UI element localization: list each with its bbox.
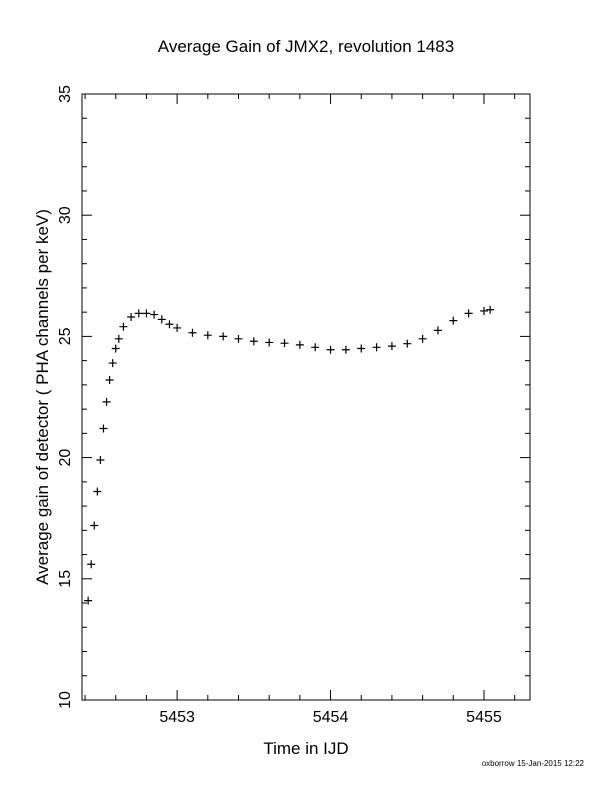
y-tick-label: 30 [57, 206, 74, 224]
data-point [150, 310, 159, 319]
footer-stamp: oxborrow 15-Jan-2015 12:22 [481, 759, 584, 768]
y-tick-label: 25 [57, 327, 74, 345]
data-point [188, 328, 197, 337]
data-point [157, 315, 166, 324]
data-point [265, 338, 274, 347]
data-point [357, 344, 366, 353]
data-point [165, 320, 174, 329]
x-tick-label: 5454 [313, 709, 349, 726]
data-point [341, 345, 350, 354]
data-point [102, 397, 111, 406]
y-tick-label: 35 [57, 85, 74, 103]
data-point [219, 332, 228, 341]
data-point [84, 596, 93, 605]
data-point [311, 343, 320, 352]
data-point [134, 309, 143, 318]
data-point [295, 340, 304, 349]
data-point [387, 342, 396, 351]
data-point [203, 331, 212, 340]
data-point [486, 305, 495, 314]
data-point [449, 316, 458, 325]
data-point [108, 359, 117, 368]
data-point [111, 344, 120, 353]
y-tick-label: 20 [57, 449, 74, 467]
data-point [142, 309, 151, 318]
tick-labels: 5453 5454 5455 10 15 20 25 30 35 [57, 85, 502, 726]
y-tick-label: 10 [57, 691, 74, 709]
data-point [127, 313, 136, 322]
data-point [173, 323, 182, 332]
data-point [280, 339, 289, 348]
axis-ticks [82, 93, 530, 701]
data-point [479, 306, 488, 315]
data-point [119, 322, 128, 331]
y-tick-label: 15 [57, 570, 74, 588]
data-point [464, 309, 473, 318]
data-point [114, 334, 123, 343]
data-point [326, 345, 335, 354]
data-point [234, 334, 243, 343]
data-point [99, 424, 108, 433]
data-point [87, 560, 96, 569]
data-point [105, 376, 114, 385]
plot-frame [81, 93, 531, 701]
data-point [403, 339, 412, 348]
x-axis-label: Time in IJD [263, 739, 348, 758]
data-point [433, 326, 442, 335]
data-point [96, 456, 105, 465]
chart-title: Average Gain of JMX2, revolution 1483 [158, 37, 454, 56]
x-tick-label: 5455 [466, 709, 502, 726]
data-point [93, 487, 102, 496]
data-point [249, 337, 258, 346]
y-axis-label: Average gain of detector ( PHA channels … [33, 209, 52, 585]
data-point [90, 521, 99, 530]
x-tick-label: 5453 [159, 709, 195, 726]
data-points [84, 305, 495, 605]
data-point [418, 334, 427, 343]
data-point [372, 343, 381, 352]
